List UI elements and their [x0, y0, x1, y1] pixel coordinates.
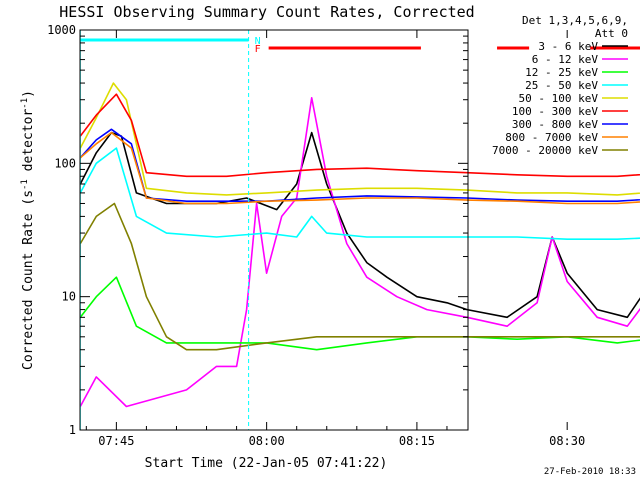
- legend-label-6: 100 - 300 keV: [512, 105, 598, 118]
- chart-title: HESSI Observing Summary Count Rates, Cor…: [59, 3, 474, 21]
- series-line-4: [79, 147, 640, 240]
- legend-header-1: Det 1,3,4,5,6,9,: [522, 14, 628, 27]
- series-line-3: [79, 276, 640, 351]
- y-axis: 1 10 100 1000: [47, 23, 468, 437]
- footer-date: 27-Feb-2010 18:33: [544, 467, 636, 477]
- legend-label-4: 25 - 50 keV: [525, 79, 598, 92]
- y-tick-label-4: 1000: [47, 23, 76, 37]
- legend-label-7: 300 - 800 keV: [512, 118, 598, 131]
- x-axis-label: Start Time (22-Jan-05 07:41:22): [145, 456, 388, 471]
- x-tick-label-2: 08:00: [249, 434, 285, 448]
- legend-label-5: 50 - 100 keV: [519, 92, 599, 105]
- series-line-9: [79, 202, 640, 351]
- y-tick-label-3: 100: [54, 156, 76, 170]
- legend-label-1: 3 - 6 keV: [538, 40, 598, 53]
- legend-label-8: 800 - 7000 keV: [505, 131, 598, 144]
- flare-label: F: [255, 44, 261, 55]
- y-tick-label-2: 10: [62, 290, 76, 304]
- x-tick-label-4: 08:30: [549, 434, 585, 448]
- series-line-8: [79, 131, 640, 205]
- legend-label-2: 6 - 12 keV: [532, 53, 599, 66]
- y-axis-label: Corrected Count Rate (s-1 detector-1): [20, 90, 36, 370]
- legend-label-3: 12 - 25 keV: [525, 66, 598, 79]
- night-label: N: [255, 36, 261, 47]
- legend-label-9: 7000 - 20000 keV: [492, 144, 598, 157]
- plot-frame: [79, 29, 469, 431]
- series-line-5: [79, 82, 640, 196]
- y-tick-label-1: 1: [69, 423, 76, 437]
- x-tick-label-3: 08:15: [399, 434, 435, 448]
- series-line-6: [79, 93, 640, 178]
- x-tick-label-1: 07:45: [98, 434, 134, 448]
- legend-header-2: Att 0: [595, 27, 628, 40]
